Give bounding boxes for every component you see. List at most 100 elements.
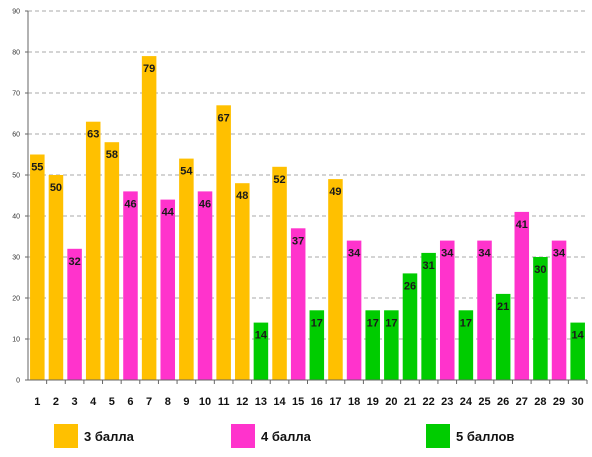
y-tick-label: 80: [12, 50, 20, 57]
bar: [477, 240, 492, 380]
y-tick-label: 0: [16, 378, 20, 385]
x-tick-label: 25: [478, 396, 490, 408]
bar: [458, 310, 474, 380]
y-tick-label: 90: [12, 9, 20, 16]
legend-label-5: 5 баллов: [456, 428, 515, 444]
data-label: 63: [87, 129, 99, 141]
legend-label-3: 3 балла: [84, 428, 134, 444]
bar: [533, 257, 548, 380]
bar: [495, 293, 511, 380]
data-label: 55: [31, 162, 43, 174]
bar: [402, 273, 418, 380]
data-label: 17: [460, 317, 472, 329]
legend-item-4: 4 балла: [231, 424, 311, 448]
x-tick-label: 4: [90, 396, 97, 408]
y-tick-label: 10: [12, 337, 20, 344]
legend-swatch-4: [231, 424, 255, 448]
data-label: 48: [236, 190, 248, 202]
data-label: 34: [348, 248, 361, 260]
bar: [328, 179, 343, 380]
y-tick-label: 70: [12, 91, 20, 98]
x-tick-label: 11: [218, 396, 230, 408]
x-tick-label: 7: [146, 396, 152, 408]
bar: [365, 310, 380, 380]
bar: [30, 154, 45, 380]
x-tick-label: 12: [236, 396, 248, 408]
bar: [290, 228, 306, 380]
x-tick-label: 20: [385, 396, 397, 408]
data-label: 14: [255, 330, 268, 342]
y-tick-label: 40: [12, 214, 20, 221]
x-tick-label: 21: [404, 396, 416, 408]
data-label: 46: [124, 198, 136, 210]
x-tick-label: 2: [53, 396, 59, 408]
data-label: 30: [534, 264, 546, 276]
x-tick-label: 9: [183, 396, 189, 408]
x-tick-label: 13: [255, 396, 267, 408]
x-tick-label: 23: [441, 396, 453, 408]
x-tick-label: 16: [311, 396, 323, 408]
legend-swatch-5: [426, 424, 450, 448]
bar: [514, 211, 530, 380]
bar: [85, 121, 101, 380]
x-tick-label: 19: [367, 396, 379, 408]
bars: 55 50 32 63 58 46 79 44 54 46 67 48 14 52 37 17 49 34 17 17…: [30, 56, 585, 381]
data-label: 32: [68, 256, 80, 268]
legend-item-3: 3 балла: [54, 424, 134, 448]
bar: [179, 158, 194, 380]
bar: [235, 183, 250, 380]
legend-swatch-3: [54, 424, 78, 448]
y-tick-label: 60: [12, 132, 20, 139]
data-label: 44: [162, 207, 175, 219]
y-tick-label: 30: [12, 255, 20, 262]
bar: [384, 310, 399, 380]
data-label: 52: [273, 174, 285, 186]
x-tick-label: 26: [497, 396, 509, 408]
data-label: 26: [404, 280, 416, 292]
data-label: 50: [50, 182, 62, 194]
bar: [216, 105, 231, 381]
bar: [67, 248, 82, 380]
data-label: 31: [422, 260, 434, 272]
bar: [421, 252, 436, 380]
x-tick-label: 27: [516, 396, 528, 408]
y-tick-label: 20: [12, 296, 20, 303]
data-label: 17: [311, 317, 323, 329]
data-label: 41: [516, 219, 528, 231]
x-tick-label: 18: [348, 396, 360, 408]
bar: [570, 322, 585, 380]
bar: [123, 191, 138, 380]
bar: [197, 191, 213, 380]
x-tick-label: 1: [34, 396, 40, 408]
y-tick-label: 50: [12, 173, 20, 180]
bar: [141, 56, 157, 380]
data-label: 34: [553, 248, 566, 260]
data-label: 49: [329, 186, 341, 198]
x-tick-label: 24: [460, 396, 473, 408]
bar: [160, 199, 176, 380]
bar: [551, 240, 567, 380]
x-tick-label: 14: [273, 396, 286, 408]
x-axis: 1 2 3 4 5 6 7 8 9 10 11 12 13 14 15 16 17 18 19 20 21 22 23 24 2…: [28, 379, 588, 408]
x-tick-label: 29: [553, 396, 565, 408]
x-tick-label: 5: [109, 396, 115, 408]
x-tick-label: 6: [127, 396, 133, 408]
bar: [104, 142, 120, 380]
legend-item-5: 5 баллов: [426, 424, 514, 448]
x-tick-label: 15: [292, 396, 304, 408]
legend-label-4: 4 балла: [261, 428, 311, 444]
data-label: 54: [180, 166, 193, 178]
x-tick-label: 8: [165, 396, 171, 408]
data-label: 58: [106, 149, 118, 161]
data-label: 34: [478, 248, 491, 260]
data-label: 14: [572, 330, 585, 342]
x-tick-label: 17: [329, 396, 341, 408]
bar: [48, 175, 64, 380]
bar: [272, 166, 287, 380]
y-axis: 0 10 20 30 40 50 60 70 80 90: [12, 9, 29, 385]
data-label: 46: [199, 198, 211, 210]
x-tick-label: 10: [199, 396, 211, 408]
bar: [309, 310, 325, 380]
x-tick-label: 28: [534, 396, 546, 408]
